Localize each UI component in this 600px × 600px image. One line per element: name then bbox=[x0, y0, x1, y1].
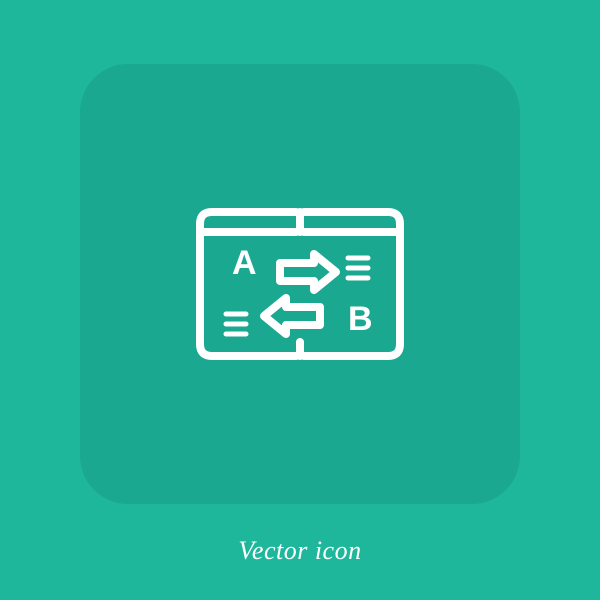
ab-transfer-icon: AB bbox=[180, 164, 420, 404]
svg-text:B: B bbox=[348, 300, 373, 338]
caption-label: Vector icon bbox=[238, 536, 361, 566]
svg-text:A: A bbox=[232, 244, 257, 282]
canvas: AB Vector icon bbox=[0, 0, 600, 600]
icon-tile: AB bbox=[80, 64, 520, 504]
